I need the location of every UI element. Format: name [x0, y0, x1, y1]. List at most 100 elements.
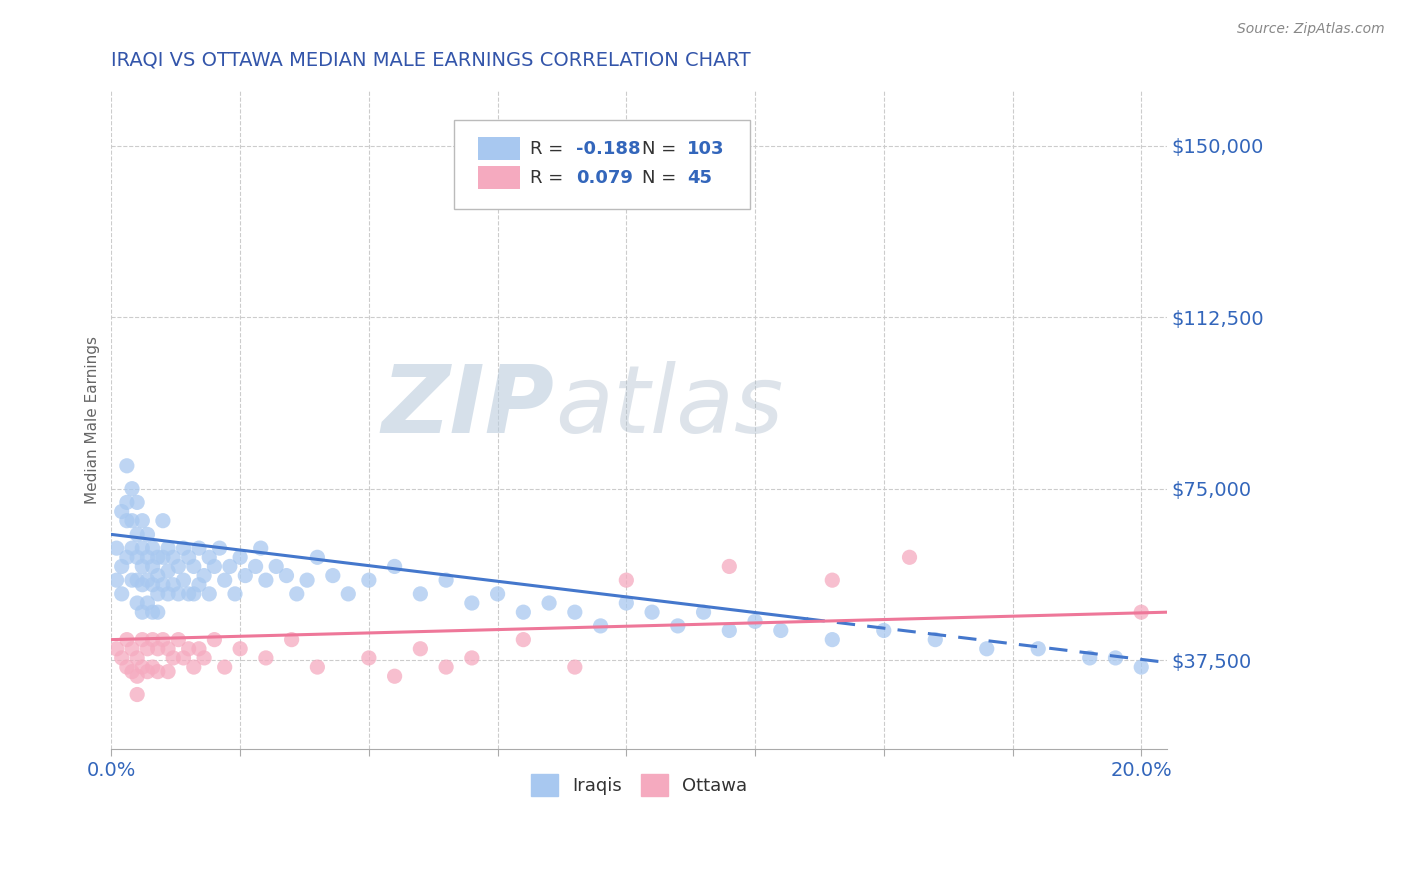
Point: [111, 587, 134, 601]
Point: [821, 632, 844, 647]
Point: [167, 587, 190, 601]
Point: [214, 660, 236, 674]
Point: [1026, 641, 1049, 656]
Point: [142, 559, 165, 574]
Point: [131, 559, 153, 574]
Point: [111, 504, 134, 518]
Point: [924, 632, 946, 647]
Point: [146, 605, 169, 619]
Point: [173, 573, 195, 587]
Point: [744, 615, 766, 629]
Point: [157, 641, 180, 656]
Point: [142, 605, 165, 619]
Point: [224, 587, 246, 601]
Point: [167, 559, 190, 574]
Point: [136, 527, 159, 541]
Point: [115, 632, 138, 647]
Point: [127, 669, 149, 683]
Point: [384, 669, 406, 683]
Point: [127, 573, 149, 587]
Point: [173, 651, 195, 665]
Point: [183, 559, 205, 574]
Point: [121, 541, 143, 556]
Text: N =: N =: [643, 169, 682, 187]
Point: [146, 568, 169, 582]
Point: [136, 641, 159, 656]
Point: [157, 587, 180, 601]
Point: [146, 641, 169, 656]
Point: [873, 624, 896, 638]
Point: [486, 587, 509, 601]
Point: [115, 495, 138, 509]
Point: [183, 660, 205, 674]
Point: [538, 596, 561, 610]
Point: [127, 596, 149, 610]
Point: [1104, 651, 1126, 665]
Point: [162, 578, 184, 592]
Text: -0.188: -0.188: [576, 140, 641, 158]
Point: [187, 541, 209, 556]
Point: [127, 550, 149, 565]
Point: [131, 578, 153, 592]
Point: [249, 541, 271, 556]
Point: [229, 641, 252, 656]
Point: [254, 573, 277, 587]
Point: [183, 587, 205, 601]
Text: 45: 45: [686, 169, 711, 187]
Point: [146, 587, 169, 601]
Text: 0.079: 0.079: [576, 169, 633, 187]
Point: [641, 605, 664, 619]
Point: [115, 660, 138, 674]
Point: [115, 458, 138, 473]
Point: [198, 550, 221, 565]
Point: [409, 587, 432, 601]
Point: [131, 660, 153, 674]
Point: [322, 568, 344, 582]
Point: [666, 619, 689, 633]
Point: [177, 587, 200, 601]
Point: [131, 541, 153, 556]
Point: [152, 632, 174, 647]
Point: [127, 651, 149, 665]
Point: [769, 624, 792, 638]
Point: [177, 550, 200, 565]
Point: [111, 651, 134, 665]
Point: [146, 550, 169, 565]
Point: [254, 651, 277, 665]
Point: [121, 573, 143, 587]
Point: [1078, 651, 1101, 665]
Point: [142, 541, 165, 556]
Point: [136, 573, 159, 587]
Point: [105, 641, 128, 656]
Point: [357, 651, 380, 665]
Point: [384, 559, 406, 574]
Point: [121, 482, 143, 496]
Point: [105, 573, 128, 587]
Point: [162, 550, 184, 565]
Point: [157, 665, 180, 679]
Point: [198, 587, 221, 601]
Point: [162, 651, 184, 665]
Point: [131, 514, 153, 528]
Point: [718, 624, 741, 638]
Point: [142, 660, 165, 674]
Point: [142, 578, 165, 592]
Point: [898, 550, 921, 565]
Text: IRAQI VS OTTAWA MEDIAN MALE EARNINGS CORRELATION CHART: IRAQI VS OTTAWA MEDIAN MALE EARNINGS COR…: [111, 51, 751, 70]
Point: [208, 541, 231, 556]
Text: R =: R =: [530, 140, 569, 158]
Point: [357, 573, 380, 587]
Point: [136, 550, 159, 565]
Point: [285, 587, 308, 601]
Text: 103: 103: [686, 140, 724, 158]
Point: [692, 605, 714, 619]
Point: [142, 632, 165, 647]
Point: [589, 619, 612, 633]
Bar: [478, 167, 520, 189]
Point: [187, 578, 209, 592]
Point: [307, 550, 329, 565]
Point: [229, 550, 252, 565]
Point: [821, 573, 844, 587]
Point: [264, 559, 287, 574]
Point: [614, 573, 637, 587]
